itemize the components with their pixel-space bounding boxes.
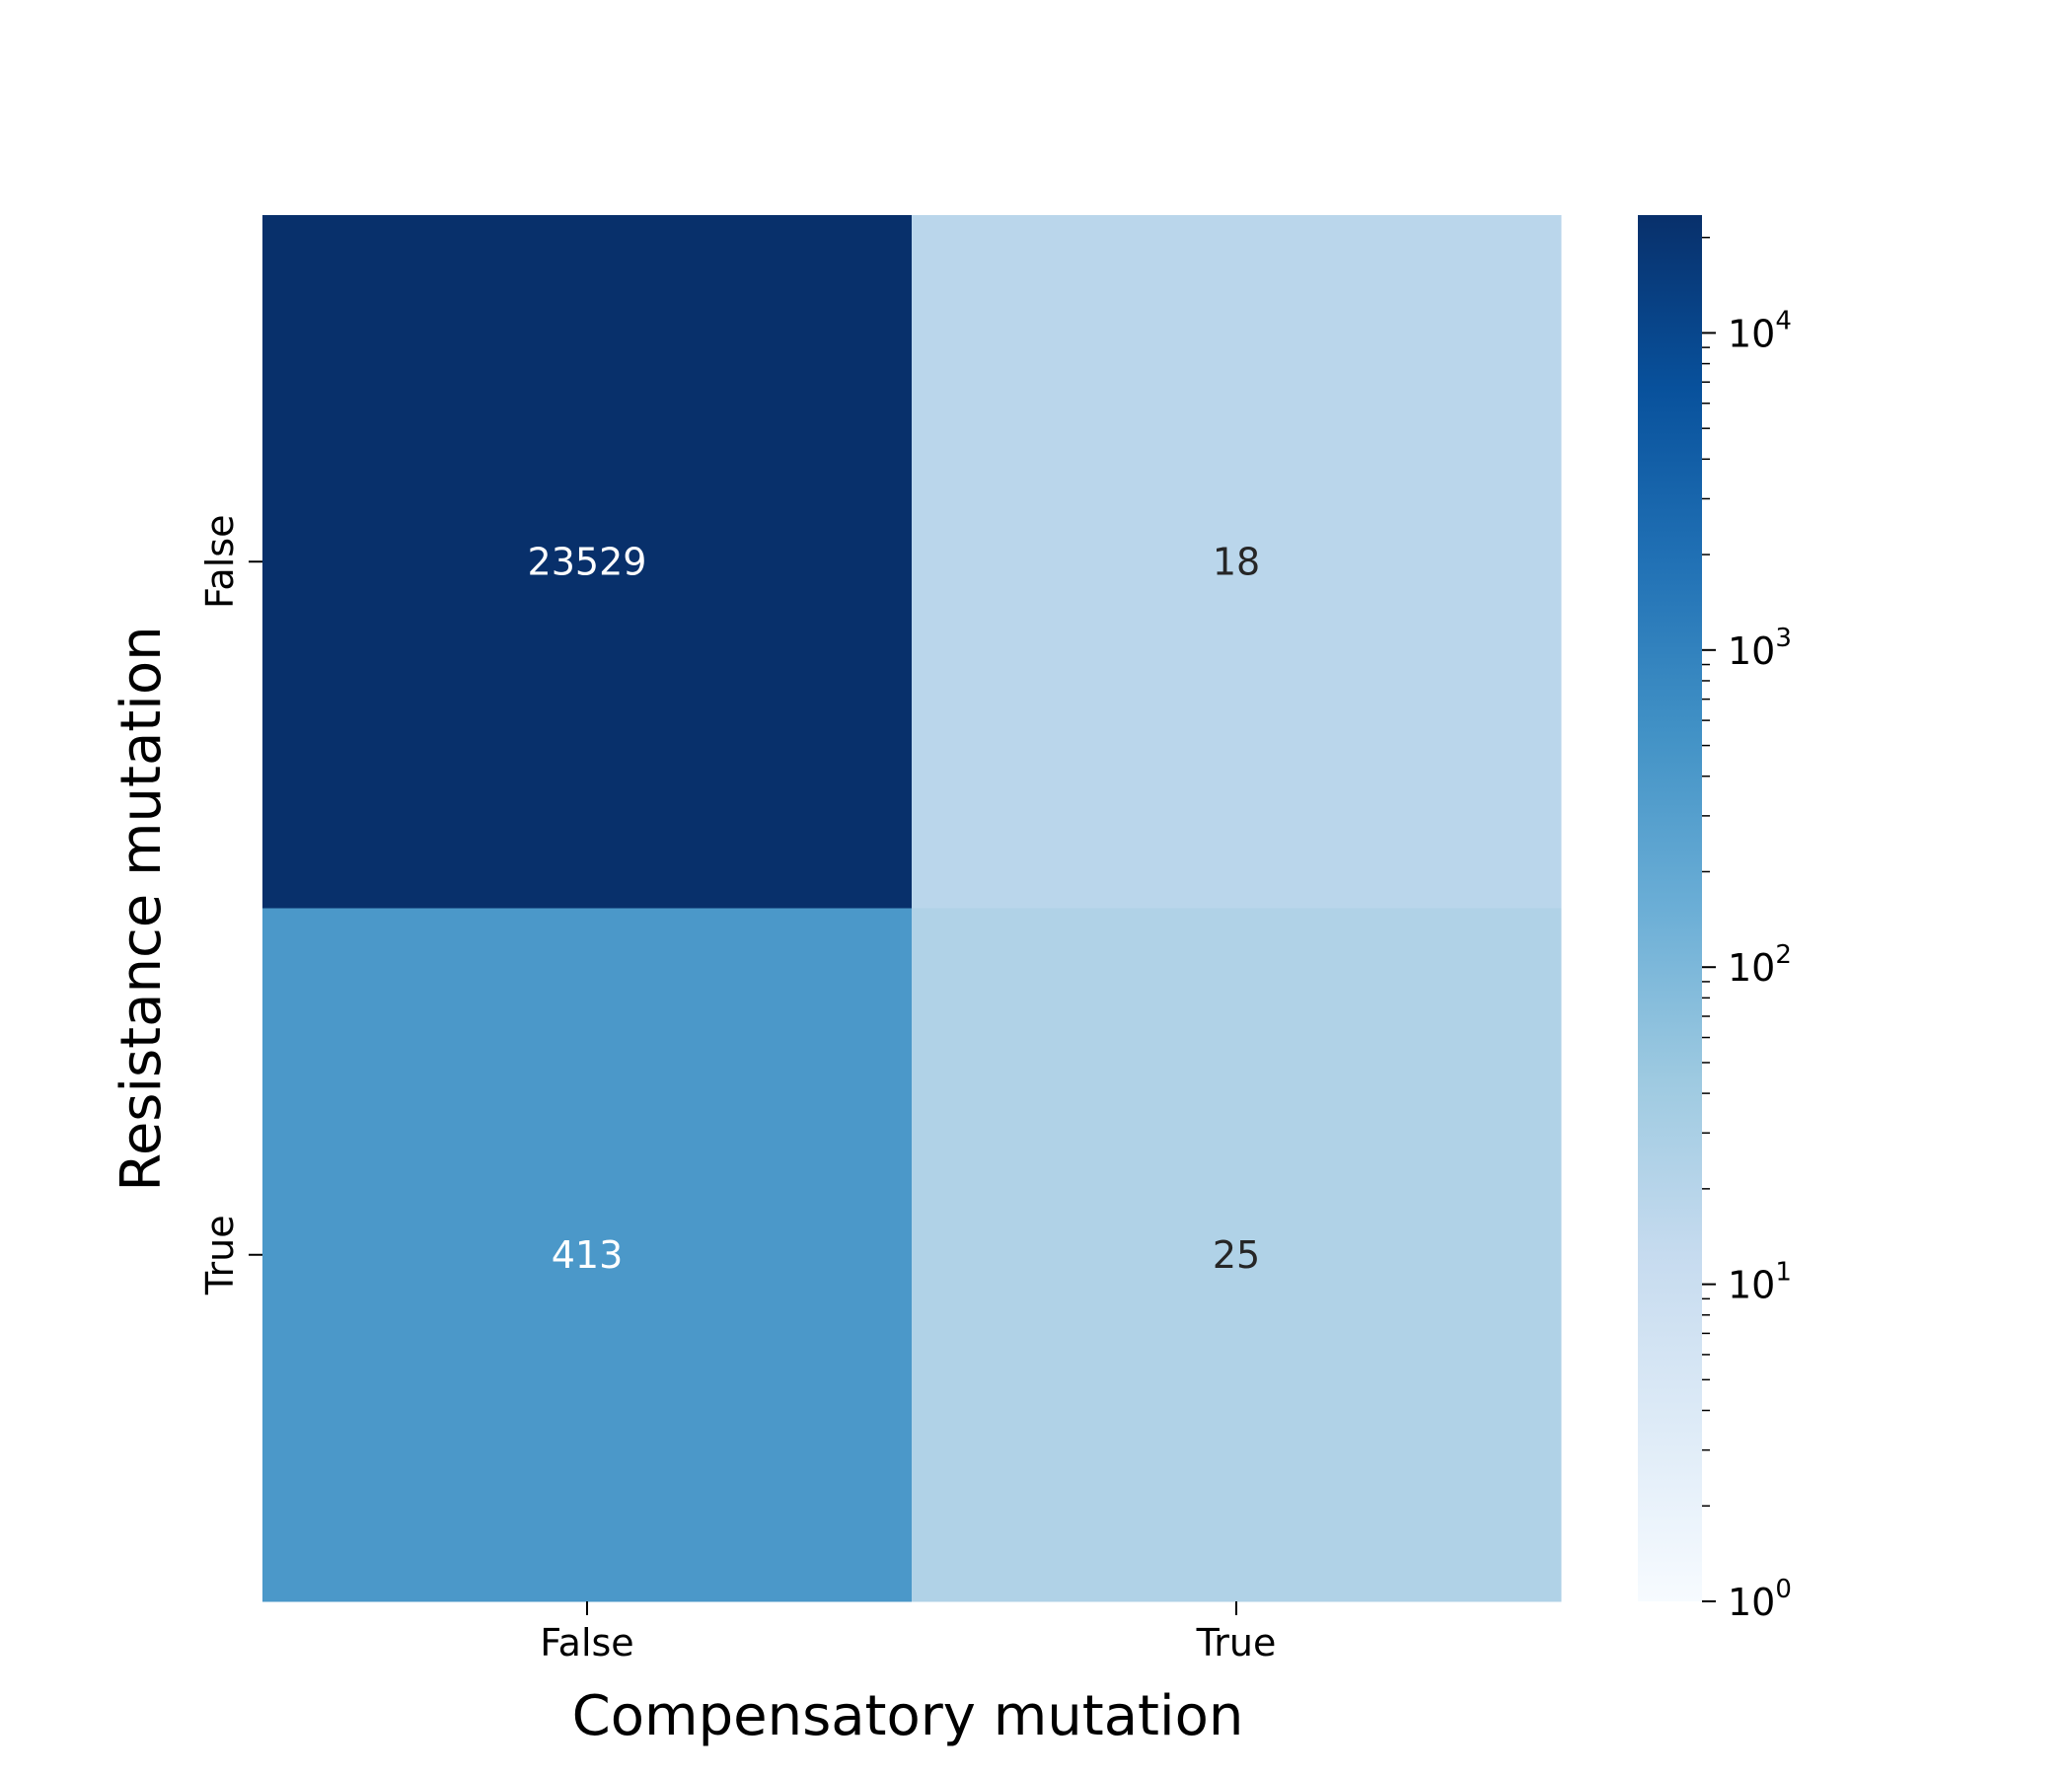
colorbar-tick-base: 10: [1728, 946, 1775, 990]
heatmap-cell-label: 25: [1213, 1233, 1260, 1277]
heatmap-cell: [262, 908, 913, 1602]
colorbar-tick-exponent: 0: [1775, 1575, 1792, 1604]
heatmap-cell: [262, 215, 913, 909]
x-tick-label: True: [1196, 1621, 1277, 1665]
colorbar-tick-label: 101: [1728, 1258, 1792, 1307]
heatmap-cell-label: 18: [1213, 540, 1260, 583]
y-axis-label: Resistance mutation: [110, 626, 174, 1191]
y-tick-label: False: [198, 515, 242, 609]
x-tick-label: False: [540, 1621, 633, 1665]
x-axis: False True: [540, 1601, 1276, 1665]
heatmap-cell: [912, 215, 1562, 909]
colorbar-tick-base: 10: [1728, 1581, 1775, 1624]
x-axis-label: Compensatory mutation: [572, 1684, 1244, 1748]
heatmap-cell: [912, 908, 1562, 1602]
heatmap-cell-label: 413: [552, 1233, 624, 1277]
colorbar-tick-label: 103: [1728, 624, 1792, 673]
colorbar-gradient: [1638, 215, 1702, 1601]
y-tick-label: True: [198, 1215, 242, 1295]
heatmap-cell-labels: 23529 18 413 25: [528, 540, 1261, 1277]
colorbar-tick-label: 100: [1728, 1575, 1792, 1624]
colorbar-tick-label: 102: [1728, 940, 1792, 990]
colorbar-tick-exponent: 2: [1775, 940, 1792, 970]
colorbar-tick-exponent: 1: [1775, 1258, 1792, 1288]
colorbar-tick-label: 104: [1728, 306, 1792, 355]
colorbar-tick-exponent: 3: [1775, 624, 1792, 653]
colorbar-tick-base: 10: [1728, 312, 1775, 355]
colorbar-tick-base: 10: [1728, 629, 1775, 673]
heatmap-cells: [262, 215, 1562, 1602]
colorbar-tick-base: 10: [1728, 1264, 1775, 1307]
colorbar-tick-exponent: 4: [1775, 306, 1792, 335]
heatmap-cell-label: 23529: [528, 540, 647, 583]
y-axis: False True: [198, 515, 262, 1295]
